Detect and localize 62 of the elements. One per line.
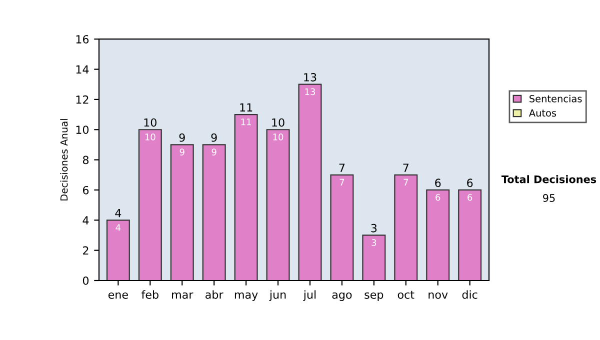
bar bbox=[426, 189, 450, 280]
y-tick-label: 14 bbox=[76, 65, 89, 74]
bar bbox=[394, 174, 418, 280]
text: Total Decisiones bbox=[501, 175, 596, 184]
x-tick-label: mar bbox=[172, 292, 194, 299]
x-tick-label: dic bbox=[462, 290, 478, 299]
total-label: 9 bbox=[179, 133, 185, 142]
y-tick-label: 10 bbox=[76, 126, 89, 134]
data-label: 9 bbox=[180, 148, 184, 156]
total-label: 13 bbox=[304, 73, 316, 82]
y-tick-label: 0 bbox=[82, 276, 89, 285]
legend-label: Autos bbox=[528, 109, 556, 117]
data-label: 10 bbox=[273, 134, 284, 140]
x-tick-label: jun bbox=[269, 290, 286, 301]
y-tick-label: 16 bbox=[76, 35, 89, 44]
x-tick-label: jul bbox=[303, 290, 316, 301]
data-label: 13 bbox=[305, 88, 316, 96]
y-tick-label: 4 bbox=[82, 216, 89, 224]
x-tick-label: abr bbox=[206, 290, 224, 299]
data-label: 4 bbox=[116, 224, 121, 231]
total-label: 7 bbox=[339, 164, 345, 172]
y-tick-label: 8 bbox=[82, 156, 89, 164]
total-label: 10 bbox=[144, 118, 156, 127]
data-label: 7 bbox=[340, 178, 344, 186]
x-tick-label: may bbox=[234, 292, 258, 301]
bar bbox=[138, 129, 162, 280]
bar bbox=[298, 84, 322, 280]
bar bbox=[234, 114, 258, 280]
data-label: 7 bbox=[404, 178, 408, 186]
total-label: 4 bbox=[115, 208, 122, 218]
bar bbox=[202, 144, 226, 280]
x-tick-label: oct bbox=[398, 290, 414, 299]
x-tick-label: feb bbox=[142, 290, 158, 299]
data-label: 6 bbox=[468, 194, 472, 201]
data-label: 6 bbox=[436, 194, 440, 201]
bar bbox=[330, 174, 354, 280]
bar bbox=[362, 234, 386, 280]
bar bbox=[266, 129, 290, 280]
total-label: 3 bbox=[371, 224, 377, 232]
y-tick-label: 12 bbox=[76, 95, 88, 104]
data-label: 3 bbox=[372, 239, 376, 246]
x-tick-label: sep bbox=[364, 292, 384, 301]
bar bbox=[170, 144, 194, 280]
y-tick-label: 2 bbox=[83, 246, 88, 255]
y-tick-label: 6 bbox=[82, 186, 89, 194]
bar bbox=[458, 189, 482, 280]
total-label: 9 bbox=[211, 133, 217, 142]
total-label: 11 bbox=[240, 103, 252, 112]
bar bbox=[106, 220, 130, 280]
data-label: 9 bbox=[212, 148, 216, 156]
x-tick-label: ago bbox=[332, 292, 352, 301]
total-label: 6 bbox=[435, 178, 441, 188]
y-axis-title: Decisiones Anual bbox=[60, 119, 68, 200]
total-label: 7 bbox=[403, 164, 408, 172]
total-label: 10 bbox=[272, 118, 284, 127]
x-tick-label: ene bbox=[108, 292, 128, 299]
x-tick-label: nov bbox=[428, 292, 448, 299]
legend-label: Sentencias bbox=[530, 94, 582, 102]
data-label: 10 bbox=[145, 134, 156, 140]
total-label: 6 bbox=[467, 178, 473, 188]
text: 95 bbox=[543, 194, 555, 202]
data-label: 11 bbox=[241, 118, 251, 126]
